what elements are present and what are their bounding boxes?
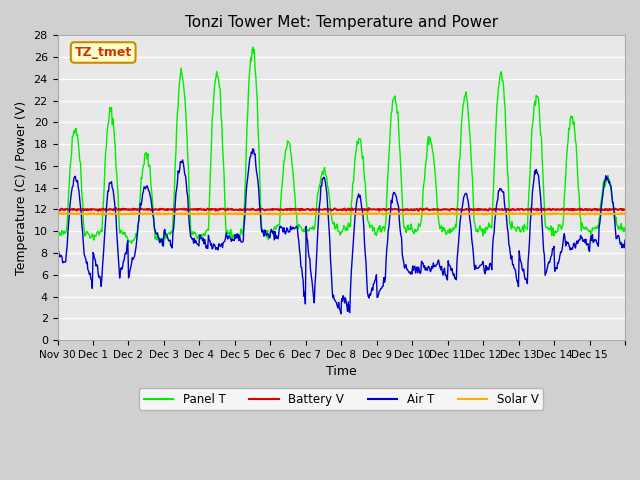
Solar V	[491, 210, 499, 216]
Air T	[401, 264, 409, 269]
Air T	[433, 262, 441, 267]
Solar V	[274, 211, 282, 217]
Solar V	[54, 210, 61, 216]
Panel T	[225, 230, 233, 236]
Title: Tonzi Tower Met: Temperature and Power: Tonzi Tower Met: Temperature and Power	[185, 15, 498, 30]
Line: Air T: Air T	[58, 149, 625, 314]
Battery V	[275, 206, 283, 212]
Line: Panel T: Panel T	[58, 47, 625, 245]
Air T	[249, 146, 257, 152]
Air T	[54, 252, 61, 257]
Panel T	[433, 200, 441, 205]
Panel T	[120, 231, 128, 237]
Solar V	[621, 211, 629, 216]
Air T	[120, 258, 128, 264]
Line: Solar V: Solar V	[58, 213, 625, 215]
Battery V	[415, 208, 422, 214]
Air T	[225, 234, 232, 240]
Battery V	[54, 206, 61, 212]
Panel T	[254, 127, 262, 133]
Line: Battery V: Battery V	[58, 208, 625, 211]
Solar V	[529, 212, 537, 217]
Panel T	[276, 221, 284, 227]
Air T	[337, 311, 345, 317]
Panel T	[159, 242, 166, 248]
Battery V	[401, 206, 408, 212]
Battery V	[433, 206, 441, 212]
Y-axis label: Temperature (C) / Power (V): Temperature (C) / Power (V)	[15, 101, 28, 275]
Battery V	[621, 206, 629, 212]
Battery V	[225, 206, 233, 212]
Panel T	[249, 44, 257, 50]
Solar V	[253, 211, 260, 217]
Solar V	[225, 211, 232, 217]
Battery V	[121, 206, 129, 212]
Panel T	[401, 225, 409, 230]
Air T	[621, 237, 629, 243]
Solar V	[120, 211, 128, 217]
Battery V	[253, 206, 261, 212]
Battery V	[112, 205, 120, 211]
Air T	[253, 173, 261, 179]
Panel T	[54, 233, 61, 239]
X-axis label: Time: Time	[326, 365, 356, 378]
Solar V	[400, 211, 408, 217]
Air T	[275, 231, 283, 237]
Text: TZ_tmet: TZ_tmet	[74, 46, 132, 59]
Solar V	[432, 211, 440, 216]
Panel T	[621, 225, 629, 230]
Legend: Panel T, Battery V, Air T, Solar V: Panel T, Battery V, Air T, Solar V	[140, 388, 543, 410]
